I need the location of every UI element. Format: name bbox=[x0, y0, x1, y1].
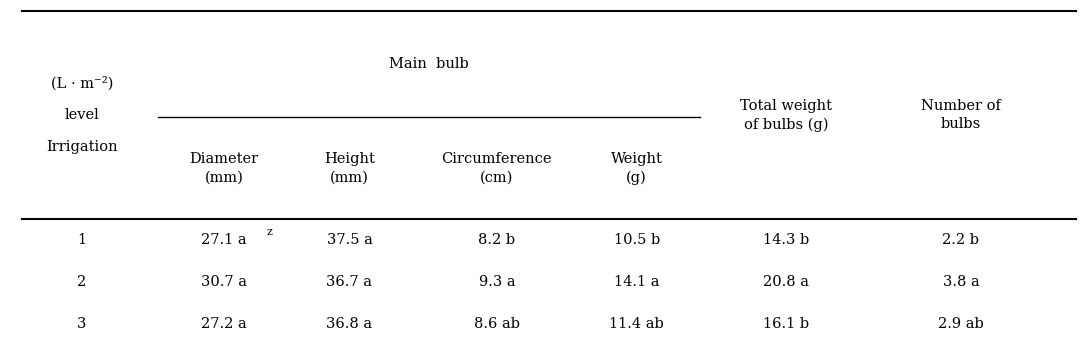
Text: 8.6 ab: 8.6 ab bbox=[474, 317, 520, 331]
Text: Weight
(g): Weight (g) bbox=[610, 152, 663, 185]
Text: 16.1 b: 16.1 b bbox=[763, 317, 809, 331]
Text: 1: 1 bbox=[78, 233, 86, 247]
Text: 20.8 a: 20.8 a bbox=[763, 275, 809, 289]
Text: 27.2 a: 27.2 a bbox=[201, 317, 247, 331]
Text: 30.7 a: 30.7 a bbox=[201, 275, 247, 289]
Text: Number of
bulbs: Number of bulbs bbox=[921, 99, 1001, 131]
Text: 2.9 ab: 2.9 ab bbox=[938, 317, 984, 331]
Text: 36.7 a: 36.7 a bbox=[327, 275, 372, 289]
Text: 14.1 a: 14.1 a bbox=[614, 275, 660, 289]
Text: 3: 3 bbox=[78, 317, 86, 331]
Text: z: z bbox=[266, 227, 273, 236]
Text: 2.2 b: 2.2 b bbox=[942, 233, 980, 247]
Text: 9.3 a: 9.3 a bbox=[478, 275, 515, 289]
Text: Main  bulb: Main bulb bbox=[389, 57, 470, 71]
Text: Total weight
of bulbs (g): Total weight of bulbs (g) bbox=[740, 98, 832, 132]
Text: Diameter
(mm): Diameter (mm) bbox=[189, 152, 259, 184]
Text: 14.3 b: 14.3 b bbox=[763, 233, 809, 247]
Text: 27.1 a: 27.1 a bbox=[201, 233, 247, 247]
Text: (L · m⁻²): (L · m⁻²) bbox=[50, 76, 114, 90]
Text: 8.2 b: 8.2 b bbox=[478, 233, 515, 247]
Text: 11.4 ab: 11.4 ab bbox=[609, 317, 664, 331]
Text: Circumference
(cm): Circumference (cm) bbox=[441, 152, 553, 184]
Text: Height
(mm): Height (mm) bbox=[324, 152, 375, 184]
Text: 36.8 a: 36.8 a bbox=[327, 317, 372, 331]
Text: 3.8 a: 3.8 a bbox=[942, 275, 980, 289]
Text: 37.5 a: 37.5 a bbox=[327, 233, 372, 247]
Text: 10.5 b: 10.5 b bbox=[614, 233, 660, 247]
Text: Irrigation: Irrigation bbox=[46, 140, 118, 154]
Text: level: level bbox=[64, 108, 99, 122]
Text: 2: 2 bbox=[78, 275, 86, 289]
